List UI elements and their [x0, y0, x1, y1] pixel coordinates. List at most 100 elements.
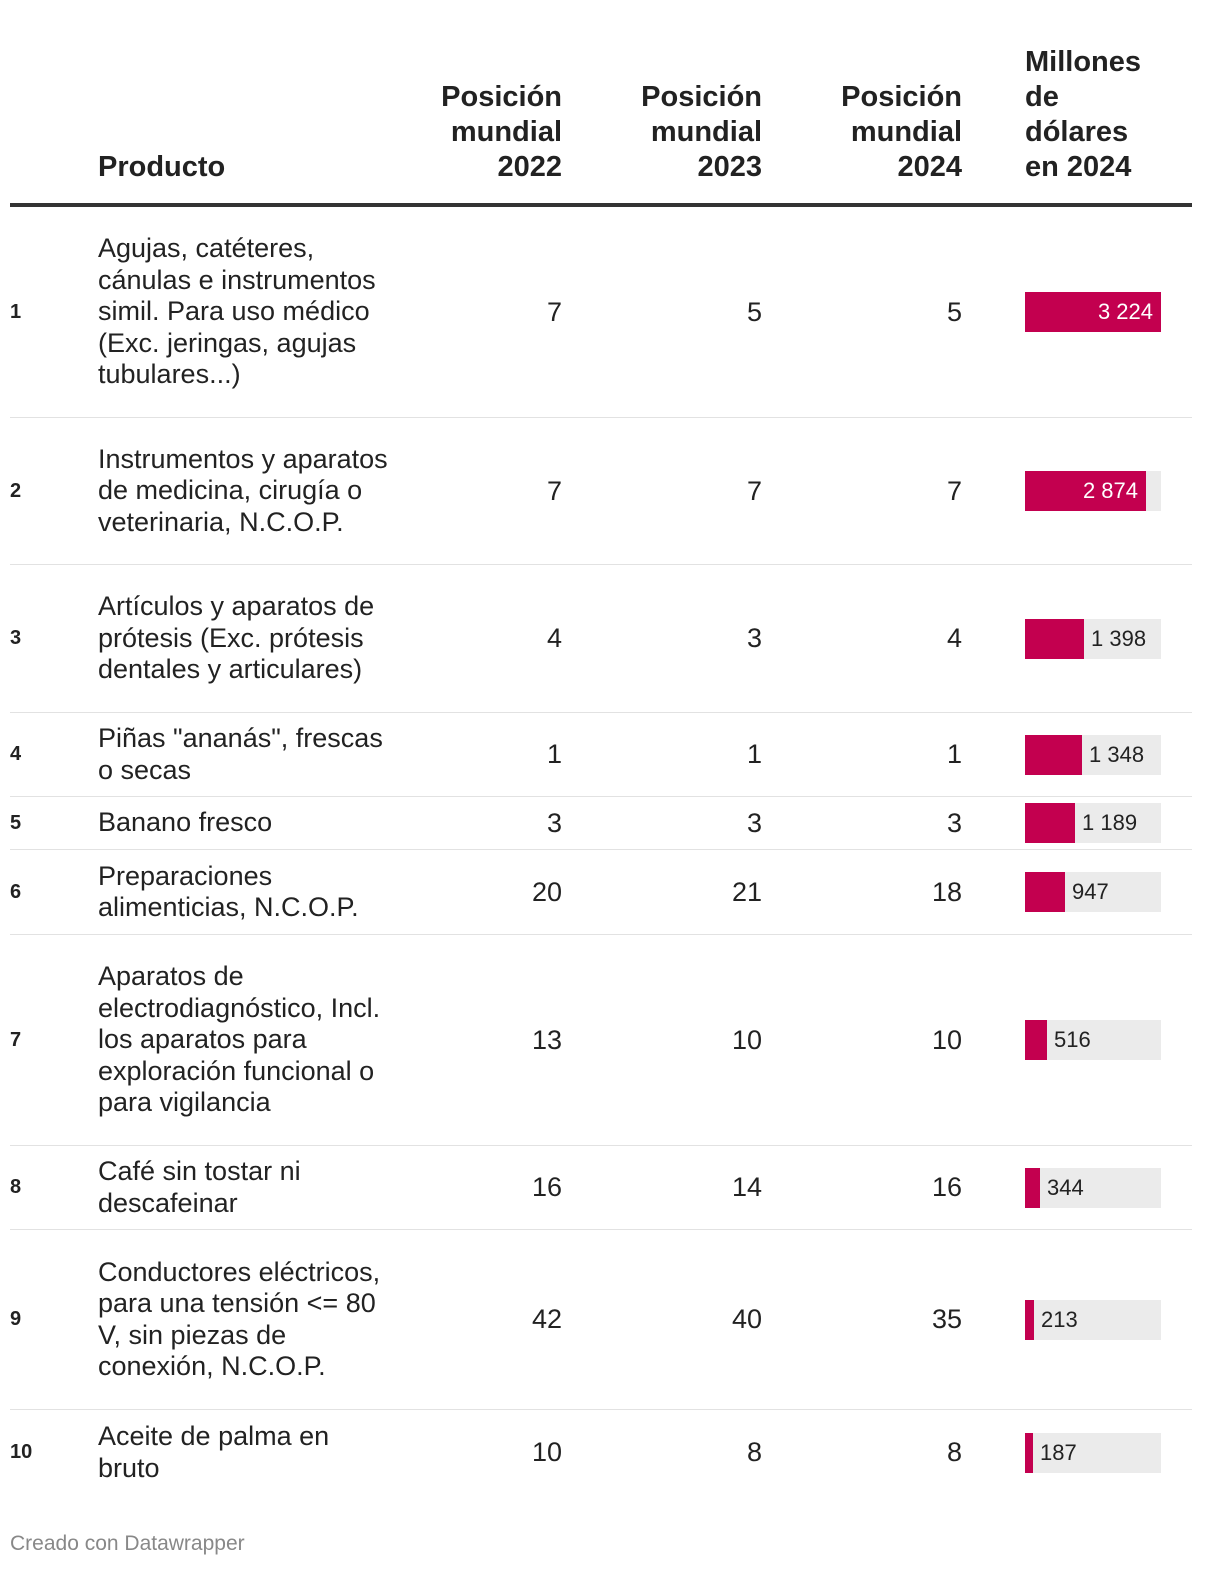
pos2024-cell: 8: [946, 1437, 962, 1467]
header-pos2022[interactable]: Posición mundial 2022: [392, 80, 562, 185]
pos2023-cell: 10: [731, 1024, 762, 1055]
pos2024-cell: 5: [946, 296, 962, 327]
pos2022-cell: 10: [531, 1437, 562, 1467]
header-pos2024-line: mundial: [850, 116, 962, 148]
value-bar-cell: 3 224: [1025, 207, 1161, 417]
bar-track: 344: [1025, 1167, 1161, 1208]
pos2024-cell: 1: [946, 739, 962, 769]
value-bar: [1025, 872, 1065, 912]
header-pos2023-line: Posición: [641, 81, 762, 113]
bar-track: 1 398: [1025, 618, 1161, 659]
product-cell: Artículos y aparatos de prótesis (Exc. p…: [98, 591, 375, 685]
pos2024-cell: 16: [931, 1172, 962, 1202]
value-label: 3 224: [1097, 299, 1153, 324]
header-value2024-line: de: [1025, 81, 1059, 113]
value-bar: [1025, 292, 1161, 332]
header-value2024-line: Millones: [1025, 46, 1142, 78]
value-label: 1 189: [1082, 810, 1138, 835]
pos2023-cell: 8: [746, 1437, 762, 1467]
rank-cell: 9: [10, 1308, 22, 1330]
pos2023-cell: 14: [731, 1172, 762, 1202]
pos2023-cell: 3: [746, 623, 762, 653]
product-cell: Instrumentos y aparatos de medicina, cir…: [98, 443, 388, 537]
bar-track: 3 224: [1025, 292, 1161, 332]
pos2022-cell: 42: [531, 1304, 562, 1334]
table-row: 2 Instrumentos y aparatos de medicina, ci…: [10, 418, 1192, 565]
table-row: 3 Artículos y aparatos de prótesis (Exc. …: [10, 565, 1192, 713]
pos2022-cell: 16: [531, 1172, 562, 1202]
credit-footer[interactable]: Creado con Datawrapper: [10, 1532, 245, 1555]
value-bar: [1025, 1020, 1047, 1060]
product-cell: Aparatos de electrodiagnóstico, Incl. lo…: [98, 961, 381, 1118]
rank-cell: 3: [10, 627, 22, 649]
rank-cell: 10: [10, 1441, 33, 1463]
rank-cell: 1: [10, 300, 22, 323]
bar-track: 516: [1025, 1020, 1161, 1060]
header-pos2022-line: mundial: [450, 116, 562, 148]
value-bar: [1025, 1432, 1033, 1473]
header-pos2024-line: 2024: [897, 151, 962, 183]
pos2023-cell: 7: [746, 475, 762, 506]
value-label: 947: [1072, 879, 1109, 904]
rank-cell: 5: [10, 811, 22, 834]
pos2024-cell: 35: [931, 1304, 962, 1334]
value-bar: [1025, 803, 1075, 843]
table-row: 8 Café sin tostar ni descafeinar 16 14 16 344: [10, 1146, 1192, 1230]
value-bar-cell: 344: [1025, 1146, 1161, 1229]
header-pos2023-line: mundial: [650, 116, 762, 148]
value-bar-cell: 1 348: [1025, 713, 1161, 796]
header-product[interactable]: Producto: [98, 151, 226, 183]
value-label: 516: [1054, 1027, 1091, 1052]
pos2022-cell: 7: [546, 296, 562, 327]
header-pos2023-line: 2023: [697, 151, 762, 183]
rank-cell: 8: [10, 1176, 22, 1198]
pos2024-cell: 18: [931, 876, 962, 907]
header-value2024[interactable]: Millones de dólares en 2024: [1025, 45, 1185, 185]
table-row: 9 Conductores eléctricos, para una tensió…: [10, 1230, 1192, 1410]
value-bar-cell: 213: [1025, 1230, 1161, 1409]
header-value2024-line: dólares: [1025, 116, 1129, 148]
pos2022-cell: 20: [531, 876, 562, 907]
value-bar-cell: 2 874: [1025, 418, 1161, 564]
value-bar-cell: 1 398: [1025, 565, 1161, 712]
pos2024-cell: 7: [946, 475, 962, 506]
bar-track: 2 874: [1025, 471, 1161, 511]
value-label: 1 398: [1091, 625, 1147, 651]
value-bar-cell: 1 189: [1025, 797, 1161, 849]
value-label: 344: [1047, 1174, 1084, 1200]
bar-track: 1 189: [1025, 803, 1161, 843]
rank-cell: 4: [10, 743, 22, 765]
header-pos2024[interactable]: Posición mundial 2024: [792, 80, 962, 185]
value-bar-cell: 947: [1025, 850, 1161, 934]
product-cell: Banano fresco: [98, 807, 273, 838]
table-row: 5 Banano fresco 3 3 3 1 189: [10, 797, 1192, 850]
pos2022-cell: 13: [531, 1024, 562, 1055]
value-bar: [1025, 471, 1146, 511]
bar-track: 1 348: [1025, 734, 1161, 775]
header-pos2022-line: 2022: [497, 151, 562, 183]
product-cell: Agujas, catéteres, cánulas e instrumento…: [98, 233, 376, 390]
product-cell: Café sin tostar ni descafeinar: [98, 1156, 301, 1218]
header-pos2024-line: Posición: [841, 81, 962, 113]
pos2023-cell: 1: [746, 739, 762, 769]
value-bar: [1025, 618, 1084, 659]
table-row: 10 Aceite de palma en bruto 10 8 8 187: [10, 1410, 1192, 1495]
value-bar-cell: 187: [1025, 1410, 1161, 1495]
pos2023-cell: 21: [731, 876, 762, 907]
pos2024-cell: 4: [946, 623, 962, 653]
header-pos2023[interactable]: Posición mundial 2023: [592, 80, 762, 185]
product-cell: Piñas "ananás", frescas o secas: [98, 723, 383, 785]
bar-track: 947: [1025, 872, 1161, 912]
bar-track: 187: [1025, 1432, 1161, 1473]
bar-track: 213: [1025, 1299, 1161, 1340]
table-row: 4 Piñas "ananás", frescas o secas 1 1 1 1 348: [10, 713, 1192, 797]
table-row: 6 Preparaciones alimenticias, N.C.O.P. 20 2…: [10, 850, 1192, 935]
table-row: 1 Agujas, catéteres, cánulas e instrument…: [10, 207, 1192, 418]
data-table: Producto Posición mundial 2022 Posición …: [10, 0, 1192, 1495]
value-label: 2 874: [1082, 478, 1138, 503]
value-bar: [1025, 1299, 1034, 1340]
pos2023-cell: 40: [731, 1304, 762, 1334]
value-label: 187: [1040, 1439, 1077, 1465]
value-label: 213: [1041, 1306, 1078, 1332]
pos2023-cell: 3: [746, 807, 762, 838]
